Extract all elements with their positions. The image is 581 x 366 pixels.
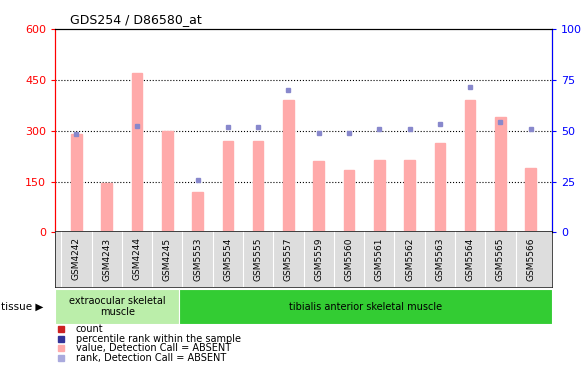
- Bar: [132, 73, 142, 232]
- Text: GSM5564: GSM5564: [465, 237, 475, 281]
- Text: percentile rank within the sample: percentile rank within the sample: [76, 333, 241, 344]
- Bar: [344, 170, 354, 232]
- Text: count: count: [76, 324, 103, 334]
- Bar: [102, 183, 112, 232]
- Bar: [495, 117, 505, 232]
- Bar: [435, 143, 445, 232]
- FancyBboxPatch shape: [55, 289, 180, 324]
- Bar: [313, 161, 324, 232]
- Text: GSM5557: GSM5557: [284, 237, 293, 281]
- Text: GSM4244: GSM4244: [132, 238, 142, 280]
- Text: GSM5553: GSM5553: [193, 237, 202, 281]
- Text: GSM5554: GSM5554: [223, 237, 232, 281]
- Text: GSM4243: GSM4243: [102, 238, 111, 280]
- Text: GSM5555: GSM5555: [254, 237, 263, 281]
- Bar: [223, 141, 233, 232]
- Text: GSM4242: GSM4242: [72, 238, 81, 280]
- Text: value, Detection Call = ABSENT: value, Detection Call = ABSENT: [76, 343, 231, 354]
- Text: GSM5566: GSM5566: [526, 237, 535, 281]
- Text: GSM5559: GSM5559: [314, 237, 323, 281]
- Bar: [374, 160, 385, 232]
- Text: GSM5563: GSM5563: [435, 237, 444, 281]
- Text: GSM5562: GSM5562: [405, 237, 414, 281]
- Bar: [283, 100, 294, 232]
- Bar: [71, 134, 82, 232]
- Bar: [465, 100, 475, 232]
- Text: tissue ▶: tissue ▶: [1, 302, 44, 311]
- Text: rank, Detection Call = ABSENT: rank, Detection Call = ABSENT: [76, 353, 226, 363]
- Text: GSM4245: GSM4245: [163, 238, 172, 280]
- FancyBboxPatch shape: [180, 289, 552, 324]
- Text: GSM5565: GSM5565: [496, 237, 505, 281]
- Text: GSM5561: GSM5561: [375, 237, 384, 281]
- Text: extraocular skeletal
muscle: extraocular skeletal muscle: [69, 296, 166, 317]
- Text: GSM5560: GSM5560: [345, 237, 353, 281]
- Bar: [253, 141, 263, 232]
- Text: tibialis anterior skeletal muscle: tibialis anterior skeletal muscle: [289, 302, 442, 311]
- Bar: [404, 160, 415, 232]
- Text: GDS254 / D86580_at: GDS254 / D86580_at: [70, 13, 202, 26]
- Bar: [525, 168, 536, 232]
- Bar: [192, 192, 203, 232]
- Bar: [162, 131, 173, 232]
